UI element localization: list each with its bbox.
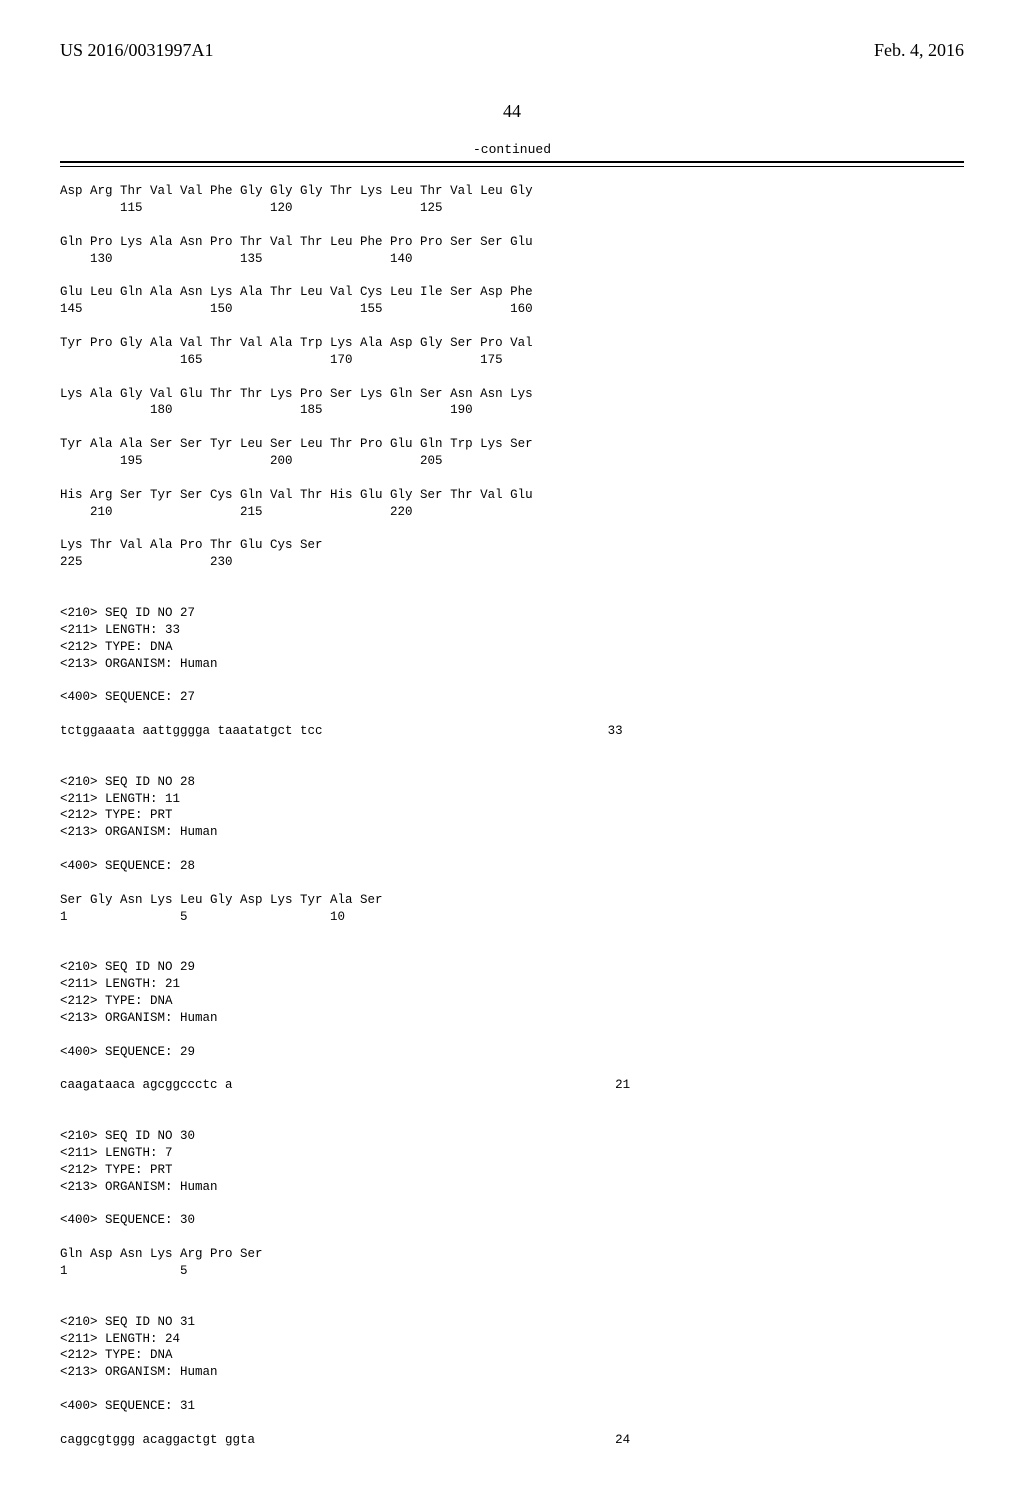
page-header: US 2016/0031997A1 Feb. 4, 2016 bbox=[60, 40, 964, 61]
continued-label: -continued bbox=[60, 142, 964, 157]
sequence-listing: Asp Arg Thr Val Val Phe Gly Gly Gly Thr … bbox=[60, 183, 964, 1449]
divider-top bbox=[60, 161, 964, 167]
patent-number: US 2016/0031997A1 bbox=[60, 40, 214, 61]
publication-date: Feb. 4, 2016 bbox=[874, 40, 964, 61]
page-number: 44 bbox=[60, 101, 964, 122]
